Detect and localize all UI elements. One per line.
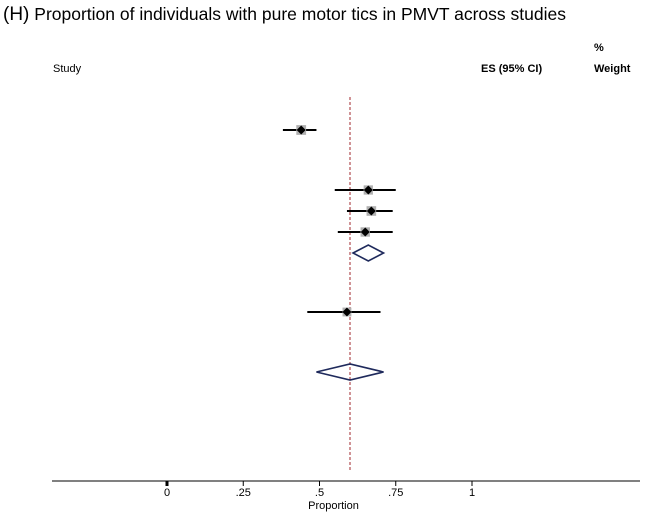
title-text: Proportion of individuals with pure moto…: [34, 4, 566, 24]
x-axis-label: Proportion: [308, 500, 359, 512]
weight-column-header: Weight: [594, 63, 631, 75]
panel-letter: (H): [3, 4, 30, 25]
weight-pct-header: %: [594, 42, 604, 54]
pooled-diamond-overall: [316, 363, 384, 381]
x-tick-label: .75: [388, 487, 403, 499]
x-tick-label: 1: [469, 487, 475, 499]
point-estimate-marker: [296, 125, 306, 135]
point-estimate-marker: [360, 227, 370, 237]
study-column-header: Study: [53, 63, 82, 75]
x-tick-label: 0: [164, 487, 170, 499]
pooled-diamond-subtotal: [351, 244, 386, 262]
point-estimate-marker: [342, 307, 352, 317]
x-tick-label: .5: [315, 487, 324, 499]
figure-title: (H) Proportion of individuals with pure …: [3, 4, 566, 26]
x-tick-label: .25: [236, 487, 251, 499]
point-estimate-marker: [363, 185, 373, 195]
es-column-header: ES (95% CI): [481, 63, 543, 75]
point-estimate-marker: [366, 206, 376, 216]
